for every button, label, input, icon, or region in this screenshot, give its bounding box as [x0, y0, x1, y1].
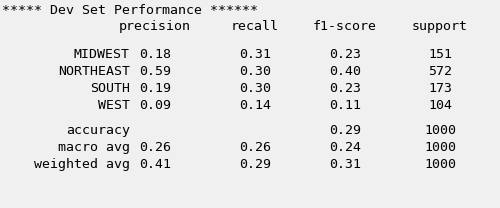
Text: 0.24: 0.24 [329, 141, 361, 154]
Text: 0.18: 0.18 [139, 48, 171, 61]
Text: NORTHEAST: NORTHEAST [58, 65, 130, 78]
Text: 0.30: 0.30 [239, 65, 271, 78]
Text: MIDWEST: MIDWEST [74, 48, 130, 61]
Text: 0.29: 0.29 [239, 158, 271, 171]
Text: accuracy: accuracy [66, 124, 130, 137]
Text: 0.23: 0.23 [329, 82, 361, 95]
Text: 0.23: 0.23 [329, 48, 361, 61]
Text: 0.26: 0.26 [239, 141, 271, 154]
Text: f1-score: f1-score [313, 20, 377, 33]
Text: 0.31: 0.31 [239, 48, 271, 61]
Text: 151: 151 [428, 48, 452, 61]
Text: macro avg: macro avg [58, 141, 130, 154]
Text: 0.59: 0.59 [139, 65, 171, 78]
Text: 0.40: 0.40 [329, 65, 361, 78]
Text: 0.09: 0.09 [139, 99, 171, 112]
Text: recall: recall [231, 20, 279, 33]
Text: 0.41: 0.41 [139, 158, 171, 171]
Text: 572: 572 [428, 65, 452, 78]
Text: 0.26: 0.26 [139, 141, 171, 154]
Text: 0.14: 0.14 [239, 99, 271, 112]
Text: precision: precision [119, 20, 191, 33]
Text: 1000: 1000 [424, 124, 456, 137]
Text: 0.19: 0.19 [139, 82, 171, 95]
Text: 0.31: 0.31 [329, 158, 361, 171]
Text: 1000: 1000 [424, 158, 456, 171]
Text: weighted avg: weighted avg [34, 158, 130, 171]
Text: support: support [412, 20, 468, 33]
Text: SOUTH: SOUTH [90, 82, 130, 95]
Text: 1000: 1000 [424, 141, 456, 154]
Text: WEST: WEST [98, 99, 130, 112]
Text: 0.11: 0.11 [329, 99, 361, 112]
Text: ***** Dev Set Performance ******: ***** Dev Set Performance ****** [2, 4, 258, 17]
Text: 0.30: 0.30 [239, 82, 271, 95]
Text: 104: 104 [428, 99, 452, 112]
Text: 0.29: 0.29 [329, 124, 361, 137]
Text: 173: 173 [428, 82, 452, 95]
